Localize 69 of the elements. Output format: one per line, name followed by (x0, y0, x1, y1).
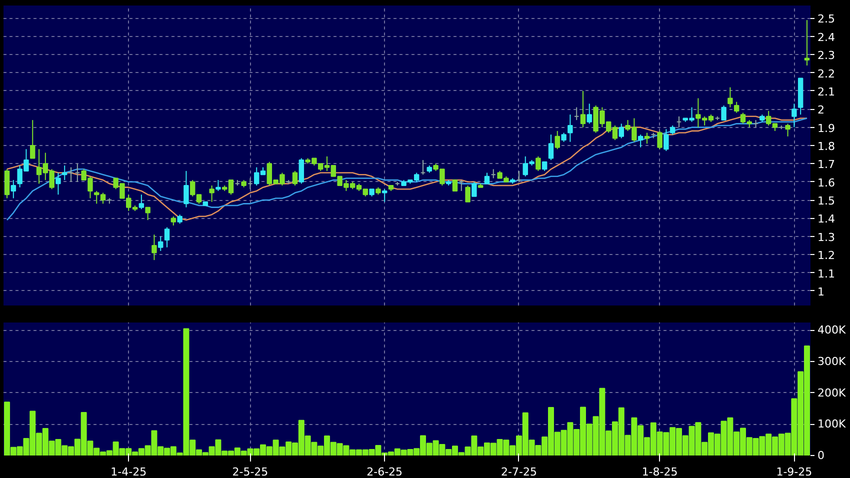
candlestick (472, 181, 477, 197)
candlestick (561, 132, 566, 142)
x-tick-label: 2-7-25 (501, 466, 537, 478)
candlestick (216, 180, 221, 192)
candlestick (56, 172, 61, 196)
candlestick (30, 120, 36, 159)
candlestick (664, 128, 669, 152)
candlestick (138, 194, 144, 210)
candlestick (568, 114, 573, 142)
candlestick (644, 132, 650, 144)
y-tick-label: 1.9 (818, 122, 835, 135)
candlestick (721, 105, 726, 121)
x-tick-label: 1-9-25 (776, 466, 812, 478)
y-tick-label: 2.3 (818, 49, 835, 62)
y-tick-label: 1.6 (818, 176, 835, 190)
candlestick (152, 234, 157, 261)
candlestick (586, 103, 592, 124)
candlestick (62, 165, 68, 181)
candlestick (292, 170, 298, 186)
candlestick (792, 103, 797, 128)
candlestick (785, 123, 790, 137)
y-tick-label: 2.1 (818, 85, 835, 98)
candlestick (158, 236, 164, 252)
candlestick (465, 185, 470, 202)
candlestick (734, 101, 740, 114)
y-tick-label: 1 (818, 285, 824, 298)
y-tick-label: 2.4 (818, 30, 835, 44)
y-tick-label: 1.1 (818, 267, 835, 280)
candlestick (177, 214, 182, 224)
y-tick-label: 1.4 (818, 212, 835, 226)
y-tick-label: 1.8 (818, 140, 835, 153)
candlestick (536, 156, 541, 172)
candlestick (184, 170, 189, 208)
candlestick (554, 130, 560, 150)
candlestick (657, 130, 662, 150)
x-tick-label: 1-8-25 (642, 466, 678, 478)
x-tick-label: 2-5-25 (232, 466, 268, 478)
y-tick-label: 100K (818, 418, 846, 431)
candlestick (382, 188, 388, 202)
x-tick-label: 1-4-25 (110, 466, 147, 478)
y-tick-label: 1.3 (818, 230, 835, 244)
candlestick (670, 125, 676, 136)
candlestick (548, 134, 554, 161)
y-tick-label: 2.5 (818, 12, 835, 26)
y-tick-label: 2.2 (818, 67, 835, 80)
candlestick (542, 161, 548, 172)
y-tick-label: 400K (818, 324, 846, 337)
y-tick-label: 1.5 (818, 194, 835, 208)
y-tick-label: 0 (818, 449, 824, 462)
candlestick (298, 158, 304, 184)
y-tick-label: 200K (818, 386, 846, 400)
y-tick-label: 300K (818, 354, 846, 368)
x-tick-label: 2-6-25 (366, 466, 403, 478)
y-tick-label: 2 (818, 104, 824, 117)
y-tick-label: 1.2 (818, 249, 835, 262)
candlestick (209, 185, 214, 202)
candlestick (10, 180, 16, 199)
candlestick (145, 206, 150, 221)
candlestick (580, 90, 586, 128)
candlestick (164, 226, 170, 248)
candlestick (618, 123, 624, 139)
candlestick (170, 216, 176, 226)
candlestick (804, 20, 810, 66)
candlestick (638, 134, 644, 148)
candlestick (4, 168, 10, 199)
y-tick-label: 1.7 (818, 158, 835, 172)
candlestick (452, 180, 458, 192)
candlestick (484, 172, 490, 184)
candlestick (728, 86, 733, 108)
